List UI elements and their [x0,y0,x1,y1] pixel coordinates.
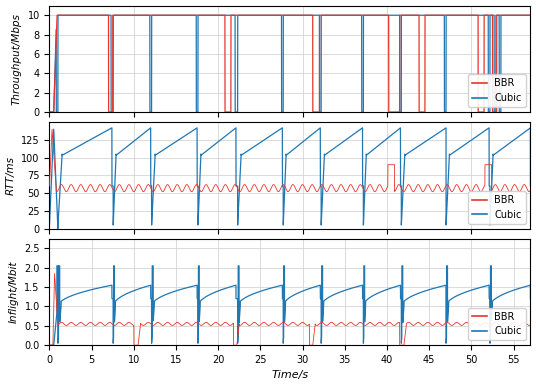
Legend: BBR, Cubic: BBR, Cubic [468,308,526,340]
X-axis label: Time/s: Time/s [271,371,309,381]
Y-axis label: Inflight/Mbit: Inflight/Mbit [9,261,19,323]
Legend: BBR, Cubic: BBR, Cubic [468,74,526,107]
Legend: BBR, Cubic: BBR, Cubic [468,191,526,224]
Y-axis label: Throughput/Mbps: Throughput/Mbps [12,13,22,105]
Y-axis label: RTT/ms: RTT/ms [5,156,16,195]
